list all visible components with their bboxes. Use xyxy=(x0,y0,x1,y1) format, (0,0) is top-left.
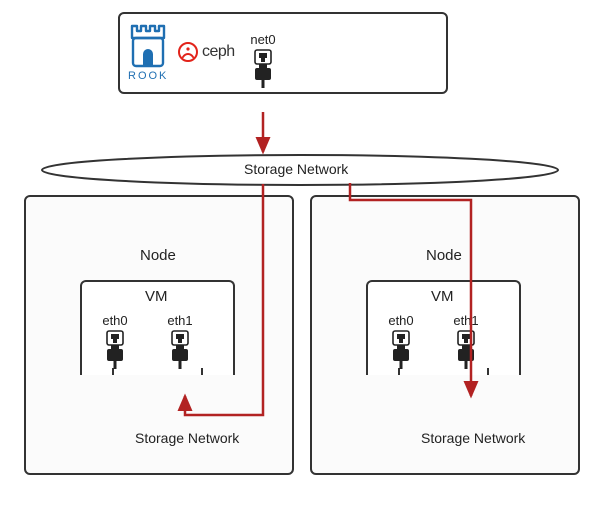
port-net0-label: net0 xyxy=(248,32,278,47)
node-2-storage-label: Storage Network xyxy=(421,430,525,446)
node-1-storage-label: Storage Network xyxy=(135,430,239,446)
rook-logo xyxy=(128,22,168,71)
port-vm2-eth0-label: eth0 xyxy=(386,313,416,328)
port-vm1-eth1-label: eth1 xyxy=(165,313,195,328)
port-net0: net0 xyxy=(248,32,278,92)
port-vm1-eth0-label: eth0 xyxy=(100,313,130,328)
port-vm2-eth0: eth0 xyxy=(386,313,416,373)
rook-label: ROOK xyxy=(128,70,168,82)
node-2-label: Node xyxy=(426,247,462,264)
rj45-icon xyxy=(392,330,410,373)
storage-bus-label: Storage Network xyxy=(244,161,348,177)
vm-2-label: VM xyxy=(431,288,454,305)
rj45-icon xyxy=(106,330,124,373)
port-vm2-eth1: eth1 xyxy=(451,313,481,373)
rj45-icon xyxy=(457,330,475,373)
vm-1-label: VM xyxy=(145,288,168,305)
ceph-label: ceph xyxy=(202,43,235,61)
port-vm1-eth1: eth1 xyxy=(165,313,195,373)
port-vm1-eth0: eth0 xyxy=(100,313,130,373)
rj45-icon xyxy=(254,49,272,92)
ceph-logo: ceph xyxy=(178,42,235,62)
node-1-label: Node xyxy=(140,247,176,264)
rj45-icon xyxy=(171,330,189,373)
port-vm2-eth1-label: eth1 xyxy=(451,313,481,328)
